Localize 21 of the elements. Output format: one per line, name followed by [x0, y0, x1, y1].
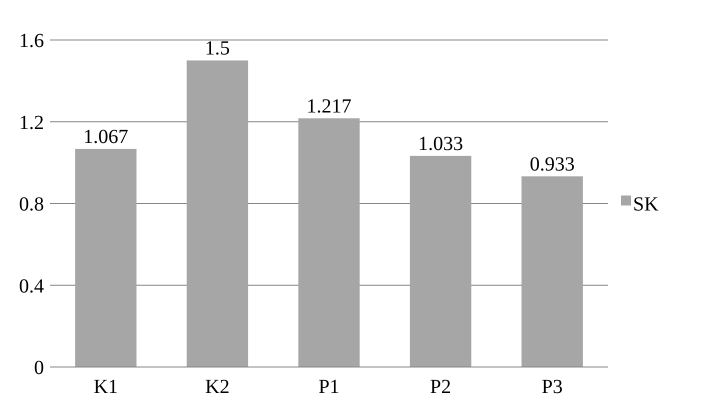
y-tick-label: 0 — [34, 357, 44, 379]
bar — [75, 148, 136, 367]
x-tick-label: P3 — [542, 376, 563, 398]
x-tick-label: P1 — [318, 376, 340, 398]
x-tick-label: K2 — [205, 376, 230, 398]
bar — [410, 156, 472, 367]
y-tick-label: 0.4 — [19, 275, 44, 298]
data-label: 1.033 — [418, 132, 464, 155]
y-tick-label: 0.8 — [19, 194, 44, 216]
bar — [186, 60, 248, 367]
data-label: 1.5 — [204, 37, 230, 60]
x-tick-label: K1 — [94, 376, 118, 398]
bar — [522, 176, 583, 367]
x-tick-label: P2 — [430, 376, 452, 398]
y-tick-label: 1.6 — [19, 30, 44, 52]
data-label: 1.217 — [306, 95, 352, 118]
bar — [298, 118, 360, 367]
legend-label: SK — [633, 194, 660, 216]
data-label: 1.067 — [83, 126, 128, 148]
data-label: 0.933 — [530, 153, 575, 176]
y-tick-label: 1.2 — [19, 112, 44, 134]
